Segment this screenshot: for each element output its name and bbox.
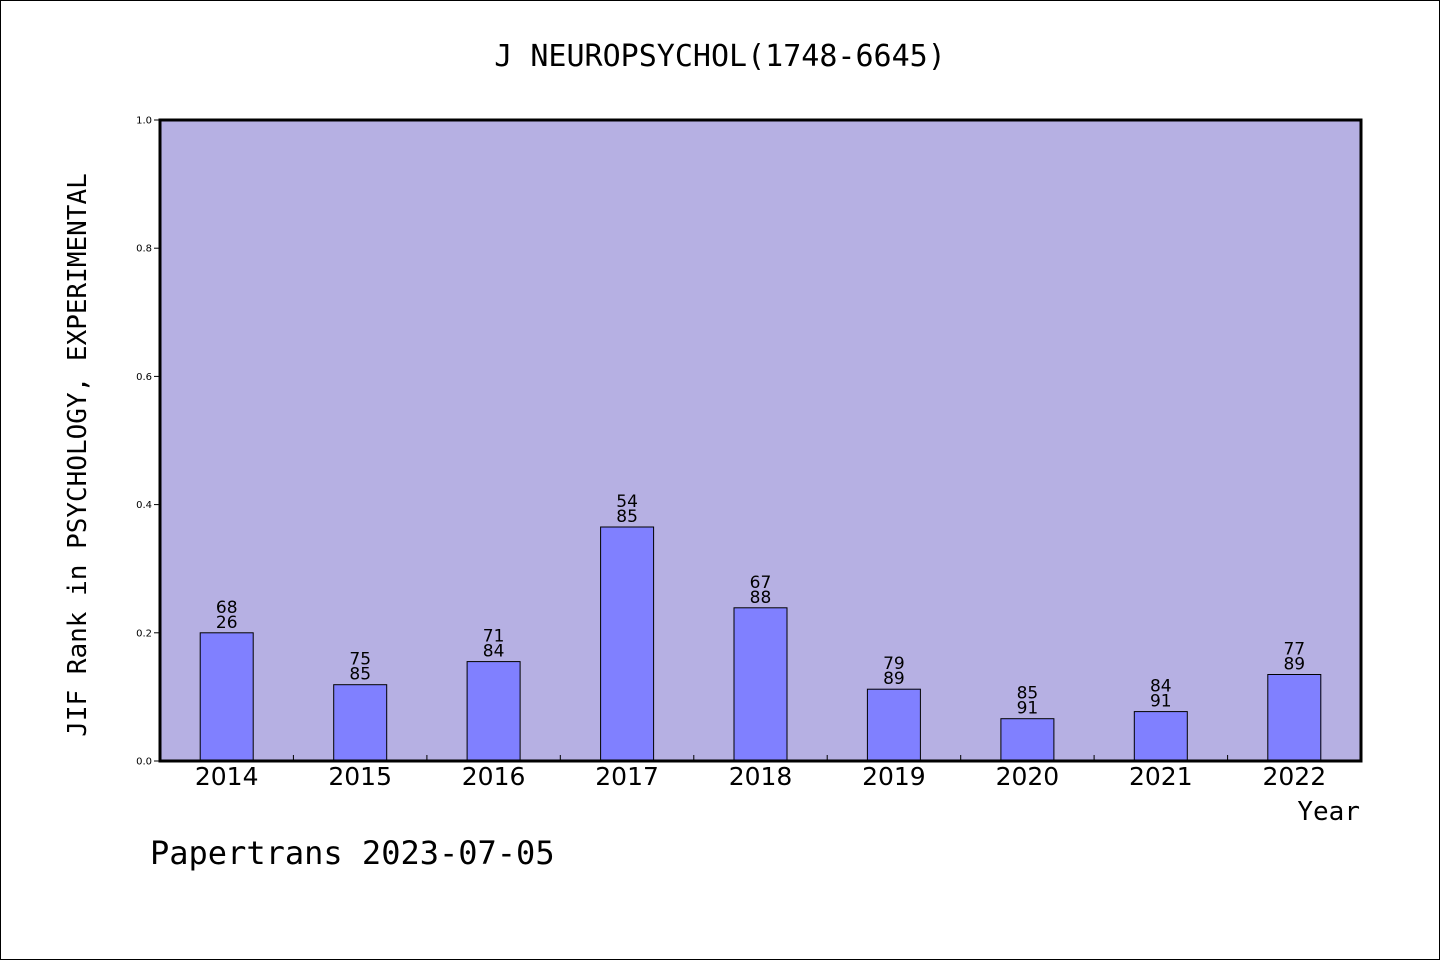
x-tick-label-2015: 2015 [328, 762, 392, 791]
data-label-top-2017: 54 [616, 492, 638, 512]
data-label-top-2016: 71 [483, 627, 505, 647]
bar-2021 [1133, 711, 1188, 762]
bar-2020 [1000, 718, 1055, 762]
data-label-bottom-2017: 85 [616, 507, 638, 527]
x-tick-label-2020: 2020 [996, 762, 1060, 791]
data-label-bottom-2015: 85 [349, 665, 371, 685]
data-label-bottom-2018: 88 [750, 588, 772, 608]
x-tick-label-2017: 2017 [595, 762, 659, 791]
bar-2016 [466, 661, 521, 762]
data-label-top-2015: 75 [349, 650, 371, 670]
chart-title: J NEUROPSYCHOL(1748-6645) [494, 39, 946, 74]
axis-ticks: 2014 2015 2016 2017 2018 2019 2020 2021 2022 0.0 0… [136, 116, 1326, 792]
data-label-bottom-2014: 26 [216, 613, 238, 633]
bar-2017 [600, 526, 655, 762]
data-label-top-2018: 67 [750, 573, 772, 593]
data-label-bottom-2019: 89 [883, 669, 905, 689]
data-label-bottom-2020: 91 [1017, 699, 1039, 719]
x-tick-label-2022: 2022 [1262, 762, 1326, 791]
plot-border [158, 118, 1363, 763]
data-label-top-2014: 68 [216, 598, 238, 618]
y-tick-label-0: 0.0 [136, 757, 152, 768]
data-label-top-2021: 84 [1150, 677, 1172, 697]
y-tick-label-2: 0.4 [136, 500, 152, 511]
data-label-top-2022: 77 [1283, 640, 1305, 660]
data-label-bottom-2021: 91 [1150, 692, 1172, 712]
footer-text: Papertrans 2023-07-05 [150, 834, 555, 872]
y-tick-label-4: 0.8 [136, 244, 152, 255]
x-tick-label-2014: 2014 [195, 762, 259, 791]
y-tick-label-3: 0.6 [136, 372, 152, 383]
bar-2015 [333, 684, 388, 762]
x-tick-label-2021: 2021 [1129, 762, 1193, 791]
x-axis-label: Year [1297, 797, 1360, 827]
y-axis-label: JIF Rank in PSYCHOLOGY, EXPERIMENTAL [63, 173, 93, 737]
x-tick-label-2018: 2018 [729, 762, 793, 791]
data-label-top-2020: 85 [1017, 684, 1039, 704]
y-tick-label-5: 1.0 [136, 116, 152, 127]
bar-2014 [199, 632, 254, 762]
data-label-bottom-2016: 84 [483, 642, 505, 662]
y-tick-label-1: 0.2 [136, 628, 152, 639]
bar-2022 [1267, 674, 1322, 762]
data-label-bottom-2022: 89 [1283, 655, 1305, 675]
x-tick-label-2019: 2019 [862, 762, 926, 791]
x-tick-label-2016: 2016 [462, 762, 526, 791]
bar-2019 [866, 688, 921, 762]
bar-2018 [733, 607, 788, 762]
data-label-top-2019: 79 [883, 654, 905, 674]
